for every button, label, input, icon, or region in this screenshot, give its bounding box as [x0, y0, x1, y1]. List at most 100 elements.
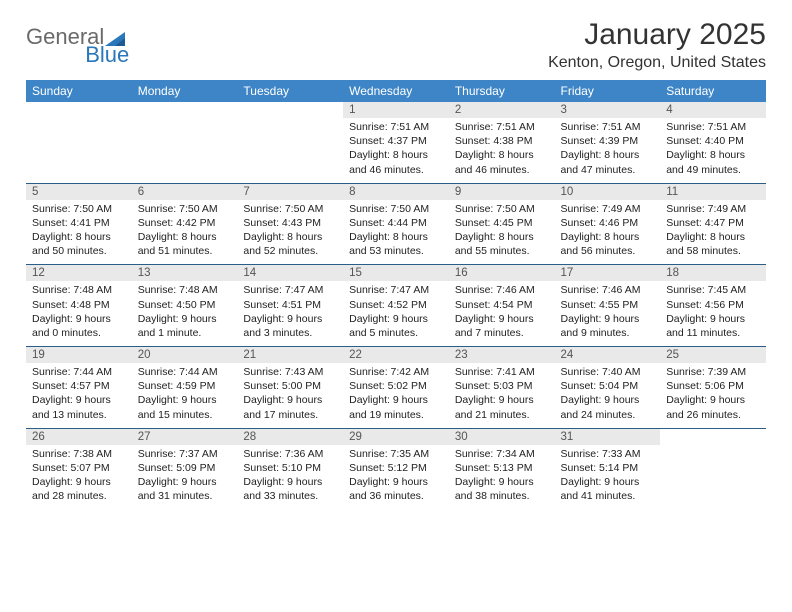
calendar-day-cell: 30Sunrise: 7:34 AMSunset: 5:13 PMDayligh… — [449, 428, 555, 509]
day-number: 3 — [555, 102, 661, 118]
calendar-table: SundayMondayTuesdayWednesdayThursdayFrid… — [26, 80, 766, 509]
calendar-empty-cell — [660, 428, 766, 509]
logo: GeneralBlue — [26, 26, 129, 66]
calendar-day-cell: 9Sunrise: 7:50 AMSunset: 4:45 PMDaylight… — [449, 183, 555, 265]
calendar-day-cell: 28Sunrise: 7:36 AMSunset: 5:10 PMDayligh… — [237, 428, 343, 509]
location-text: Kenton, Oregon, United States — [548, 54, 766, 72]
calendar-day-cell: 17Sunrise: 7:46 AMSunset: 4:55 PMDayligh… — [555, 265, 661, 347]
calendar-body: 1Sunrise: 7:51 AMSunset: 4:37 PMDaylight… — [26, 102, 766, 509]
day-number: 23 — [449, 347, 555, 363]
day-details: Sunrise: 7:50 AMSunset: 4:45 PMDaylight:… — [449, 200, 555, 265]
day-number: 28 — [237, 429, 343, 445]
weekday-header: Thursday — [449, 80, 555, 102]
day-details: Sunrise: 7:43 AMSunset: 5:00 PMDaylight:… — [237, 363, 343, 428]
day-number: 6 — [132, 184, 238, 200]
calendar-day-cell: 21Sunrise: 7:43 AMSunset: 5:00 PMDayligh… — [237, 347, 343, 429]
calendar-day-cell: 31Sunrise: 7:33 AMSunset: 5:14 PMDayligh… — [555, 428, 661, 509]
day-details: Sunrise: 7:51 AMSunset: 4:39 PMDaylight:… — [555, 118, 661, 183]
calendar-day-cell: 15Sunrise: 7:47 AMSunset: 4:52 PMDayligh… — [343, 265, 449, 347]
weekday-header: Tuesday — [237, 80, 343, 102]
calendar-empty-cell — [132, 102, 238, 183]
weekday-header: Friday — [555, 80, 661, 102]
calendar-day-cell: 6Sunrise: 7:50 AMSunset: 4:42 PMDaylight… — [132, 183, 238, 265]
day-details: Sunrise: 7:50 AMSunset: 4:43 PMDaylight:… — [237, 200, 343, 265]
day-number: 2 — [449, 102, 555, 118]
day-details: Sunrise: 7:50 AMSunset: 4:42 PMDaylight:… — [132, 200, 238, 265]
day-details: Sunrise: 7:41 AMSunset: 5:03 PMDaylight:… — [449, 363, 555, 428]
day-details: Sunrise: 7:51 AMSunset: 4:38 PMDaylight:… — [449, 118, 555, 183]
day-details: Sunrise: 7:45 AMSunset: 4:56 PMDaylight:… — [660, 281, 766, 346]
calendar-day-cell: 23Sunrise: 7:41 AMSunset: 5:03 PMDayligh… — [449, 347, 555, 429]
day-number: 22 — [343, 347, 449, 363]
day-details: Sunrise: 7:50 AMSunset: 4:44 PMDaylight:… — [343, 200, 449, 265]
day-number: 30 — [449, 429, 555, 445]
calendar-day-cell: 1Sunrise: 7:51 AMSunset: 4:37 PMDaylight… — [343, 102, 449, 183]
month-title: January 2025 — [548, 18, 766, 52]
calendar-day-cell: 22Sunrise: 7:42 AMSunset: 5:02 PMDayligh… — [343, 347, 449, 429]
weekday-header-row: SundayMondayTuesdayWednesdayThursdayFrid… — [26, 80, 766, 102]
day-number: 21 — [237, 347, 343, 363]
day-details: Sunrise: 7:39 AMSunset: 5:06 PMDaylight:… — [660, 363, 766, 428]
day-details: Sunrise: 7:51 AMSunset: 4:37 PMDaylight:… — [343, 118, 449, 183]
day-number: 24 — [555, 347, 661, 363]
calendar-day-cell: 25Sunrise: 7:39 AMSunset: 5:06 PMDayligh… — [660, 347, 766, 429]
weekday-header: Monday — [132, 80, 238, 102]
day-number: 11 — [660, 184, 766, 200]
calendar-week-row: 1Sunrise: 7:51 AMSunset: 4:37 PMDaylight… — [26, 102, 766, 183]
calendar-day-cell: 13Sunrise: 7:48 AMSunset: 4:50 PMDayligh… — [132, 265, 238, 347]
calendar-empty-cell — [26, 102, 132, 183]
calendar-day-cell: 4Sunrise: 7:51 AMSunset: 4:40 PMDaylight… — [660, 102, 766, 183]
day-number: 17 — [555, 265, 661, 281]
weekday-header: Saturday — [660, 80, 766, 102]
day-details: Sunrise: 7:48 AMSunset: 4:50 PMDaylight:… — [132, 281, 238, 346]
day-details: Sunrise: 7:40 AMSunset: 5:04 PMDaylight:… — [555, 363, 661, 428]
day-number: 27 — [132, 429, 238, 445]
calendar-day-cell: 11Sunrise: 7:49 AMSunset: 4:47 PMDayligh… — [660, 183, 766, 265]
day-number: 18 — [660, 265, 766, 281]
day-details: Sunrise: 7:37 AMSunset: 5:09 PMDaylight:… — [132, 445, 238, 510]
calendar-week-row: 26Sunrise: 7:38 AMSunset: 5:07 PMDayligh… — [26, 428, 766, 509]
day-details: Sunrise: 7:47 AMSunset: 4:52 PMDaylight:… — [343, 281, 449, 346]
weekday-header: Wednesday — [343, 80, 449, 102]
day-number: 8 — [343, 184, 449, 200]
day-details: Sunrise: 7:44 AMSunset: 4:57 PMDaylight:… — [26, 363, 132, 428]
calendar-day-cell: 3Sunrise: 7:51 AMSunset: 4:39 PMDaylight… — [555, 102, 661, 183]
calendar-day-cell: 27Sunrise: 7:37 AMSunset: 5:09 PMDayligh… — [132, 428, 238, 509]
day-number: 16 — [449, 265, 555, 281]
day-details: Sunrise: 7:34 AMSunset: 5:13 PMDaylight:… — [449, 445, 555, 510]
calendar-empty-cell — [237, 102, 343, 183]
day-number: 7 — [237, 184, 343, 200]
day-number: 31 — [555, 429, 661, 445]
day-number: 19 — [26, 347, 132, 363]
day-number: 25 — [660, 347, 766, 363]
calendar-week-row: 5Sunrise: 7:50 AMSunset: 4:41 PMDaylight… — [26, 183, 766, 265]
calendar-day-cell: 24Sunrise: 7:40 AMSunset: 5:04 PMDayligh… — [555, 347, 661, 429]
calendar-day-cell: 10Sunrise: 7:49 AMSunset: 4:46 PMDayligh… — [555, 183, 661, 265]
calendar-day-cell: 14Sunrise: 7:47 AMSunset: 4:51 PMDayligh… — [237, 265, 343, 347]
calendar-day-cell: 12Sunrise: 7:48 AMSunset: 4:48 PMDayligh… — [26, 265, 132, 347]
day-details: Sunrise: 7:51 AMSunset: 4:40 PMDaylight:… — [660, 118, 766, 183]
day-details: Sunrise: 7:42 AMSunset: 5:02 PMDaylight:… — [343, 363, 449, 428]
day-number: 15 — [343, 265, 449, 281]
day-number: 20 — [132, 347, 238, 363]
day-number: 9 — [449, 184, 555, 200]
day-number: 4 — [660, 102, 766, 118]
day-number: 13 — [132, 265, 238, 281]
day-details: Sunrise: 7:49 AMSunset: 4:47 PMDaylight:… — [660, 200, 766, 265]
calendar-day-cell: 8Sunrise: 7:50 AMSunset: 4:44 PMDaylight… — [343, 183, 449, 265]
day-details: Sunrise: 7:46 AMSunset: 4:55 PMDaylight:… — [555, 281, 661, 346]
calendar-day-cell: 2Sunrise: 7:51 AMSunset: 4:38 PMDaylight… — [449, 102, 555, 183]
calendar-day-cell: 5Sunrise: 7:50 AMSunset: 4:41 PMDaylight… — [26, 183, 132, 265]
day-number: 26 — [26, 429, 132, 445]
day-details: Sunrise: 7:35 AMSunset: 5:12 PMDaylight:… — [343, 445, 449, 510]
day-number: 29 — [343, 429, 449, 445]
calendar-day-cell: 26Sunrise: 7:38 AMSunset: 5:07 PMDayligh… — [26, 428, 132, 509]
day-number: 14 — [237, 265, 343, 281]
day-details: Sunrise: 7:36 AMSunset: 5:10 PMDaylight:… — [237, 445, 343, 510]
calendar-day-cell: 19Sunrise: 7:44 AMSunset: 4:57 PMDayligh… — [26, 347, 132, 429]
day-number: 1 — [343, 102, 449, 118]
day-details: Sunrise: 7:33 AMSunset: 5:14 PMDaylight:… — [555, 445, 661, 510]
calendar-day-cell: 29Sunrise: 7:35 AMSunset: 5:12 PMDayligh… — [343, 428, 449, 509]
day-details: Sunrise: 7:48 AMSunset: 4:48 PMDaylight:… — [26, 281, 132, 346]
day-details: Sunrise: 7:47 AMSunset: 4:51 PMDaylight:… — [237, 281, 343, 346]
